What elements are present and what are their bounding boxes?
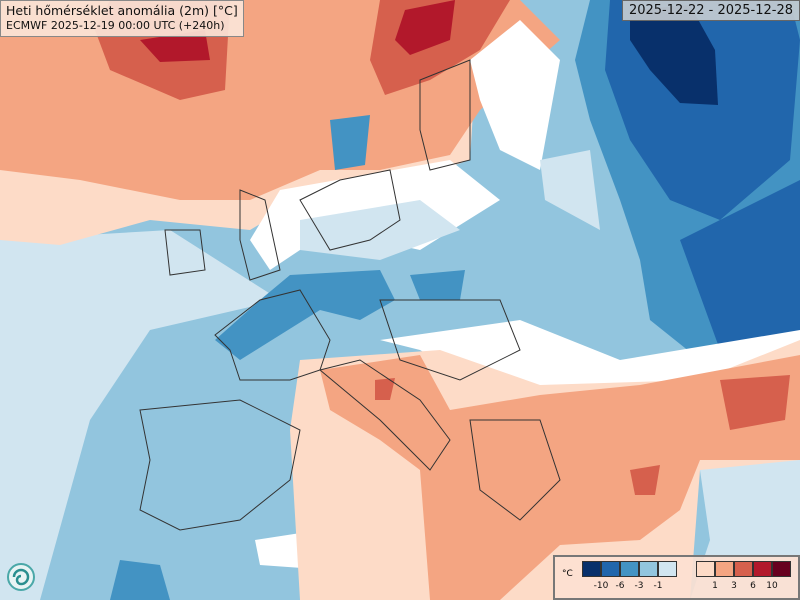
area-blue-iberia — [110, 560, 170, 600]
legend-swatch-cold-5 — [658, 561, 677, 577]
legend-tick: 1 — [712, 581, 718, 591]
legend-tick: -3 — [634, 581, 644, 591]
area-blue-central — [215, 115, 465, 360]
legend-swatch-warm-4 — [753, 561, 772, 577]
legend-unit: °C — [562, 569, 573, 579]
legend-swatch-warm-2 — [715, 561, 734, 577]
coastlines-and-borders — [139, 59, 561, 531]
area-warm-southeast — [320, 355, 800, 600]
legend-swatch-warm-1 — [696, 561, 715, 577]
date-range: 2025-12-22 - 2025-12-28 — [621, 0, 800, 21]
legend-tick: 10 — [766, 581, 778, 591]
area-light-blue-north — [300, 150, 600, 260]
model-run-info: ECMWF 2025-12-19 00:00 UTC (+240h) — [6, 19, 225, 32]
legend-swatch-cold-2 — [601, 561, 620, 577]
legend-swatch-cold-4 — [639, 561, 658, 577]
legend-swatch-cold-3 — [620, 561, 639, 577]
legend-tick: -10 — [593, 581, 609, 591]
legend-swatch-warm-5 — [772, 561, 791, 577]
map-title-box: Heti hőmérséklet anomália (2m) [°C] ECMW… — [0, 0, 244, 37]
legend-tick: 3 — [731, 581, 737, 591]
area-navy-core — [630, 5, 718, 105]
area-light-blue-west — [0, 230, 280, 600]
color-legend: °C -10 -6 -3 -1 1 3 6 10 — [553, 555, 800, 600]
map-title: Heti hőmérséklet anomália (2m) [°C] — [6, 3, 238, 18]
area-white-band — [250, 20, 560, 270]
legend-swatch-warm-3 — [734, 561, 753, 577]
legend-swatch-cold-1 — [582, 561, 601, 577]
ecmwf-logo-icon — [7, 563, 35, 591]
legend-tick: 6 — [750, 581, 756, 591]
legend-tick: -1 — [653, 581, 663, 591]
legend-tick: -6 — [615, 581, 625, 591]
area-warm-medium-southeast — [375, 375, 790, 495]
area-dark-blue-east — [605, 0, 800, 350]
